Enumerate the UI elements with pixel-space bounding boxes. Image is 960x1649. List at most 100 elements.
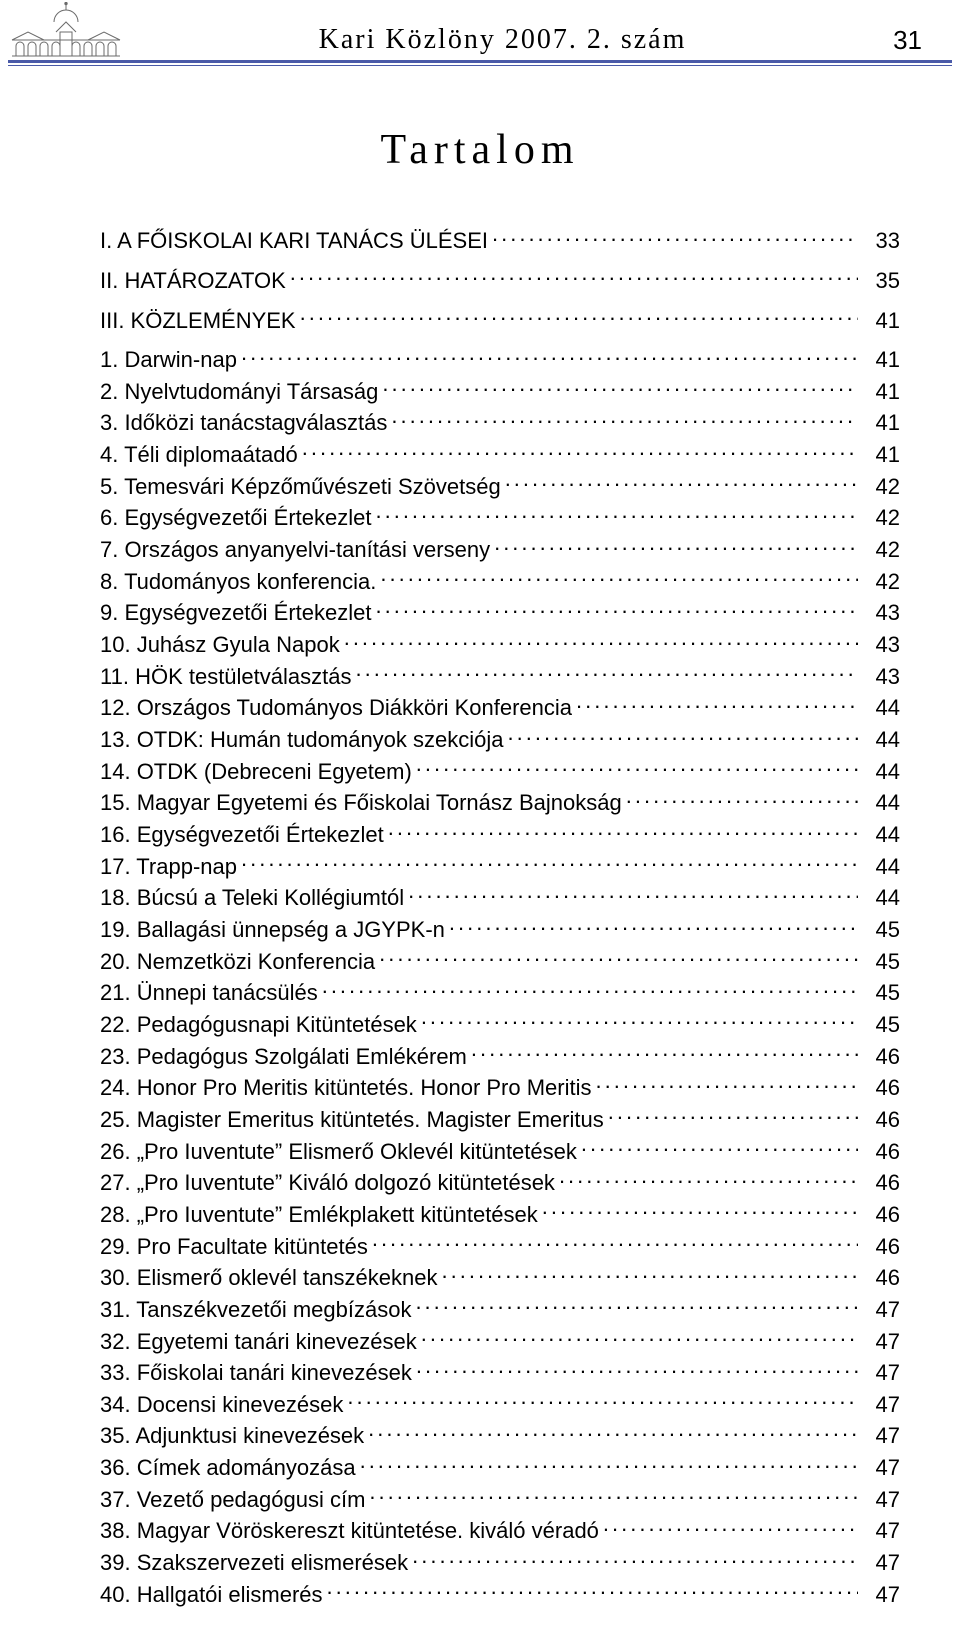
toc-entry-page: 42 — [862, 535, 900, 564]
toc-entry-label: 38. Magyar Vöröskereszt kitüntetése. kiv… — [100, 1516, 599, 1545]
toc-row: 12. Országos Tudományos Diákköri Konfere… — [100, 691, 900, 723]
toc-leader-dots — [412, 1546, 858, 1570]
toc-entry-page: 47 — [862, 1485, 900, 1514]
toc-entry-label: 5. Temesvári Képzőművészeti Szövetség — [100, 472, 501, 501]
toc-entry-page: 41 — [862, 306, 900, 335]
toc-entry-label: 40. Hallgatói elismerés — [100, 1580, 323, 1609]
toc-row: 30. Elismerő oklevél tanszékeknek 46 — [100, 1261, 900, 1293]
toc-leader-dots — [442, 1261, 859, 1285]
toc-leader-dots — [380, 565, 858, 589]
toc-row: 29. Pro Facultate kitüntetés46 — [100, 1229, 900, 1261]
toc-entry-page: 47 — [862, 1548, 900, 1577]
toc-entry-page: 33 — [862, 226, 900, 255]
toc-leader-dots — [356, 660, 859, 684]
toc-entry-label: 11. HÖK testületválasztás — [100, 662, 352, 691]
toc-entry-page: 41 — [862, 377, 900, 406]
page-header: Kari Közlöny 2007. 2. szám 31 — [0, 0, 960, 66]
toc-entry-label: 32. Egyetemi tanári kinevezések — [100, 1327, 417, 1356]
toc-entry-page: 46 — [862, 1168, 900, 1197]
toc-leader-dots — [494, 533, 858, 557]
toc-entry-label: 2. Nyelvtudományi Társaság — [100, 377, 378, 406]
toc-leader-dots — [300, 303, 858, 327]
toc-leader-dots — [391, 406, 858, 430]
toc-row: 19. Ballagási ünnepség a JGYPK-n 45 — [100, 913, 900, 945]
toc-entry-page: 45 — [862, 915, 900, 944]
toc-entry-label: 37. Vezető pedagógusi cím — [100, 1485, 365, 1514]
toc-entry-label: II. HATÁROZATOK — [100, 266, 286, 295]
toc-entry-page: 47 — [862, 1327, 900, 1356]
toc-entry-page: 41 — [862, 345, 900, 374]
toc-leader-dots — [241, 849, 858, 873]
toc-leader-dots — [542, 1198, 858, 1222]
table-of-contents: I. A FŐISKOLAI KARI TANÁCS ÜLÉSEI 33 II. H… — [0, 224, 960, 1609]
toc-entry-page: 44 — [862, 852, 900, 881]
toc-entry-page: 44 — [862, 725, 900, 754]
toc-row: 3. Időközi tanácstagválasztás41 — [100, 406, 900, 438]
toc-leader-dots — [492, 224, 858, 248]
toc-heading: Tartalom — [0, 126, 960, 174]
toc-entry-page: 44 — [862, 757, 900, 786]
toc-row: 15. Magyar Egyetemi és Főiskolai Tornász… — [100, 786, 900, 818]
toc-leader-dots — [415, 1293, 858, 1317]
toc-entry-label: 16. Egységvezetői Értekezlet — [100, 820, 384, 849]
toc-entry-label: 15. Magyar Egyetemi és Főiskolai Tornász… — [100, 788, 622, 817]
toc-leader-dots — [375, 501, 858, 525]
toc-row: 14. OTDK (Debreceni Egyetem)44 — [100, 755, 900, 787]
toc-entry-label: 19. Ballagási ünnepség a JGYPK-n — [100, 915, 445, 944]
toc-entry-label: 12. Országos Tudományos Diákköri Konfere… — [100, 693, 572, 722]
header-title: Kari Közlöny 2007. 2. szám — [123, 24, 882, 58]
toc-leader-dots — [290, 264, 858, 288]
toc-entry-label: 7. Országos anyanyelvi-tanítási verseny — [100, 535, 490, 564]
toc-row: 22. Pedagógusnapi Kitüntetések45 — [100, 1008, 900, 1040]
toc-leader-dots — [416, 1356, 858, 1380]
toc-entry-label: 23. Pedagógus Szolgálati Emlékérem — [100, 1042, 467, 1071]
toc-entry-page: 46 — [862, 1263, 900, 1292]
toc-row: 9. Egységvezetői Értekezlet43 — [100, 596, 900, 628]
toc-entry-page: 46 — [862, 1137, 900, 1166]
toc-leader-dots — [375, 596, 858, 620]
toc-entry-label: 33. Főiskolai tanári kinevezések — [100, 1358, 412, 1387]
toc-leader-dots — [382, 375, 858, 399]
toc-leader-dots — [241, 343, 858, 367]
toc-row: 38. Magyar Vöröskereszt kitüntetése. kiv… — [100, 1514, 900, 1546]
toc-entry-page: 42 — [862, 472, 900, 501]
toc-row: 26. „Pro Iuventute” Elismerő Oklevél kit… — [100, 1134, 900, 1166]
toc-entry-label: 17. Trapp-nap — [100, 852, 237, 881]
toc-entry-page: 46 — [862, 1042, 900, 1071]
toc-row: 37. Vezető pedagógusi cím 47 — [100, 1483, 900, 1515]
building-icon — [10, 2, 122, 58]
toc-entry-label: 22. Pedagógusnapi Kitüntetések — [100, 1010, 417, 1039]
toc-row: 13. OTDK: Humán tudományok szekciója 44 — [100, 723, 900, 755]
toc-entry-page: 43 — [862, 662, 900, 691]
toc-entry-page: 45 — [862, 978, 900, 1007]
toc-row: 8. Tudományos konferencia.42 — [100, 565, 900, 597]
toc-entry-label: 28. „Pro Iuventute” Emlékplakett kitünte… — [100, 1200, 538, 1229]
toc-entry-label: 13. OTDK: Humán tudományok szekciója — [100, 725, 504, 754]
toc-entry-page: 44 — [862, 788, 900, 817]
toc-leader-dots — [581, 1134, 858, 1158]
toc-entry-label: I. A FŐISKOLAI KARI TANÁCS ÜLÉSEI — [100, 226, 488, 255]
toc-entry-label: 21. Ünnepi tanácsülés — [100, 978, 318, 1007]
toc-entry-page: 47 — [862, 1516, 900, 1545]
header-line: Kari Közlöny 2007. 2. szám 31 — [0, 0, 960, 58]
toc-row: 7. Országos anyanyelvi-tanítási verseny 4… — [100, 533, 900, 565]
toc-leader-dots — [471, 1039, 858, 1063]
toc-leader-dots — [449, 913, 858, 937]
toc-row: 1. Darwin-nap41 — [100, 343, 900, 375]
toc-entry-label: 4. Téli diplomaátadó — [100, 440, 298, 469]
toc-leader-dots — [379, 944, 858, 968]
toc-row: 27. „Pro Iuventute” Kiváló dolgozó kitün… — [100, 1166, 900, 1198]
toc-leader-dots — [388, 818, 858, 842]
toc-entry-page: 46 — [862, 1105, 900, 1134]
toc-leader-dots — [327, 1578, 858, 1602]
toc-row: 25. Magister Emeritus kitüntetés. Magist… — [100, 1103, 900, 1135]
toc-row: 40. Hallgatói elismerés47 — [100, 1578, 900, 1610]
toc-entry-label: 30. Elismerő oklevél tanszékeknek — [100, 1263, 438, 1292]
toc-entry-page: 47 — [862, 1453, 900, 1482]
toc-leader-dots — [576, 691, 858, 715]
toc-row: 21. Ünnepi tanácsülés 45 — [100, 976, 900, 1008]
toc-entry-page: 41 — [862, 440, 900, 469]
toc-row: 17. Trapp-nap 44 — [100, 849, 900, 881]
toc-leader-dots — [372, 1229, 858, 1253]
toc-leader-dots — [626, 786, 858, 810]
